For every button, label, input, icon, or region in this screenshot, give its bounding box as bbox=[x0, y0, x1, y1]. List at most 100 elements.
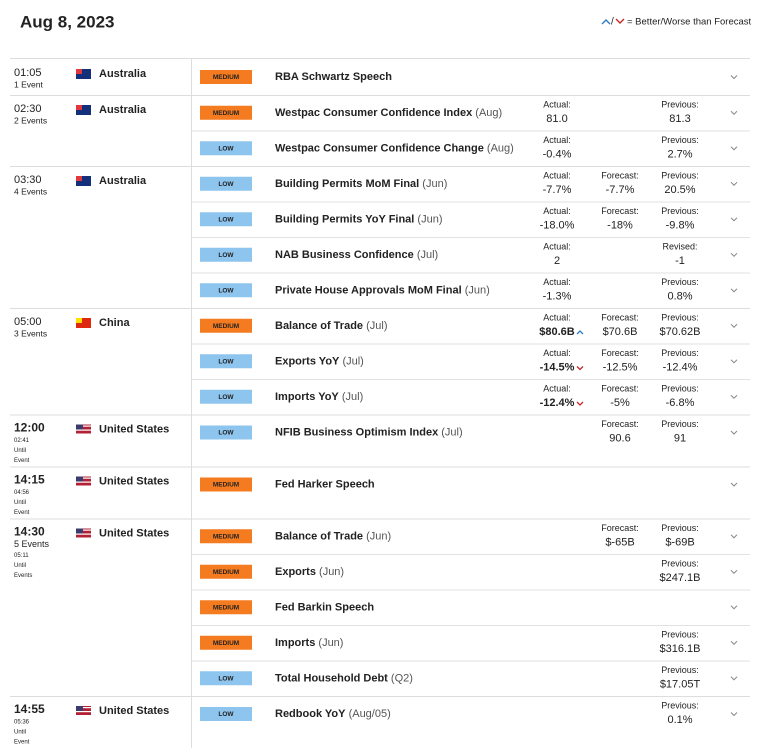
previous-value: $316.1B bbox=[660, 643, 701, 655]
event-title: Exports bbox=[275, 566, 316, 578]
event-row[interactable]: MEDIUM Fed Harker Speech bbox=[200, 477, 738, 492]
event-name: Fed Barkin Speech bbox=[275, 601, 374, 613]
previous-value: $70.62B bbox=[660, 326, 701, 338]
event-row[interactable]: LOW NAB Business Confidence (Jul) Actual: 2… bbox=[191, 237, 750, 267]
impact-badge bbox=[200, 176, 252, 191]
date-title: Aug 8, 2023 bbox=[20, 12, 115, 31]
event-name: Balance of Trade (Jul) bbox=[275, 320, 388, 332]
event-row[interactable]: MEDIUM Balance of Trade (Jul) Actual: $80.6… bbox=[200, 312, 738, 338]
flag-stripe bbox=[76, 707, 91, 709]
country: Australia bbox=[99, 104, 147, 116]
impact-badge bbox=[200, 707, 252, 721]
impact-badge bbox=[200, 105, 252, 120]
event-row[interactable]: LOW Imports YoY (Jul) Actual: -12.4% Forecas… bbox=[191, 379, 750, 409]
previous-value: $-69B bbox=[665, 536, 694, 548]
actual-value: -7.7% bbox=[543, 184, 572, 196]
previous-label: Previous: bbox=[661, 99, 699, 109]
event-title: Balance of Trade bbox=[275, 530, 363, 542]
event-period: (Jul) bbox=[342, 355, 363, 367]
forecast-value: -5% bbox=[610, 397, 630, 409]
event-row[interactable]: LOW Westpac Consumer Confidence Change (A… bbox=[191, 130, 750, 160]
flag bbox=[76, 476, 91, 487]
impact-badge bbox=[200, 212, 252, 227]
group-sub: Event bbox=[14, 510, 30, 516]
previous-value: 81.3 bbox=[669, 113, 690, 125]
impact-badge bbox=[200, 564, 252, 579]
actual-value: -14.5% bbox=[540, 361, 575, 373]
impact-badge bbox=[200, 600, 252, 615]
event-count: 5 Events bbox=[14, 539, 50, 549]
impact-badge bbox=[200, 318, 252, 333]
country: United States bbox=[99, 423, 169, 435]
actual-label: Actual: bbox=[543, 383, 571, 393]
flag-stripe bbox=[76, 429, 91, 431]
actual-label: Actual: bbox=[543, 312, 571, 322]
event-group: 01:051 Event Australia MEDIUM RBA Schwartz … bbox=[10, 59, 750, 96]
event-name: Total Household Debt (Q2) bbox=[275, 672, 413, 684]
flag bbox=[76, 105, 91, 115]
legend-icons: / bbox=[601, 17, 625, 28]
impact-label: LOW bbox=[218, 358, 234, 365]
actual-label: Actual: bbox=[543, 277, 571, 287]
event-row[interactable]: LOW Building Permits MoM Final (Jun) Actua… bbox=[200, 170, 738, 196]
impact-label: MEDIUM bbox=[213, 482, 239, 489]
previous-label: Previous: bbox=[661, 277, 699, 287]
forecast-value: 90.6 bbox=[609, 432, 630, 444]
previous-label: Previous: bbox=[661, 383, 699, 393]
event-name: Building Permits MoM Final (Jun) bbox=[275, 178, 447, 190]
flag-stripe bbox=[76, 425, 91, 427]
flag-bg bbox=[76, 105, 91, 115]
flag-stripe bbox=[76, 433, 91, 435]
event-row[interactable]: LOW Private House Approvals MoM Final (Ju… bbox=[191, 272, 750, 302]
actual-label: Actual: bbox=[543, 99, 571, 109]
event-title: NAB Business Confidence bbox=[275, 249, 414, 261]
expand-chevron bbox=[730, 252, 738, 257]
flag-stripe bbox=[76, 533, 91, 535]
flag bbox=[76, 318, 91, 328]
expand-chevron bbox=[730, 394, 738, 399]
event-row[interactable]: MEDIUM Imports (Jun) Previous: $316.1B bbox=[191, 625, 750, 655]
event-title: RBA Schwartz Speech bbox=[275, 71, 392, 83]
event-row[interactable]: LOW Redbook YoY (Aug/05) Previous: 0.1% bbox=[200, 700, 738, 726]
forecast-value: -12.5% bbox=[603, 361, 638, 373]
event-title: NFIB Business Optimism Index bbox=[275, 426, 439, 438]
event-group: 02:302 Events Australia MEDIUM Westpac Cons… bbox=[10, 95, 750, 167]
event-row[interactable]: LOW NFIB Business Optimism Index (Jul) For… bbox=[200, 419, 738, 445]
group-sub: 04:56 bbox=[14, 490, 30, 496]
event-row[interactable]: LOW Exports YoY (Jul) Actual: -14.5% Forecas… bbox=[191, 343, 750, 373]
event-row[interactable]: MEDIUM Fed Barkin Speech bbox=[191, 589, 750, 615]
actual-label: Actual: bbox=[543, 241, 571, 251]
event-period: (Jul) bbox=[441, 426, 462, 438]
previous-value: 91 bbox=[674, 432, 686, 444]
country: China bbox=[99, 317, 130, 329]
previous-value: -1 bbox=[675, 255, 685, 267]
event-row[interactable]: MEDIUM Balance of Trade (Jun) Forecast: $-6… bbox=[200, 523, 738, 549]
event-row[interactable]: LOW Building Permits YoY Final (Jun) Actua… bbox=[191, 201, 750, 231]
previous-value: -6.8% bbox=[666, 397, 695, 409]
event-period: (Jun) bbox=[465, 284, 490, 296]
expand-chevron bbox=[730, 534, 738, 539]
flag-detail bbox=[76, 69, 82, 74]
event-name: Imports (Jun) bbox=[275, 637, 343, 649]
event-row[interactable]: LOW Total Household Debt (Q2) Previous: $17… bbox=[191, 660, 750, 690]
flag-stripe bbox=[76, 715, 91, 717]
flag-detail bbox=[76, 105, 82, 110]
impact-label: MEDIUM bbox=[213, 110, 239, 117]
flag-detail bbox=[76, 318, 82, 323]
forecast-value: $70.6B bbox=[603, 326, 638, 338]
expand-chevron bbox=[730, 217, 738, 222]
impact-label: MEDIUM bbox=[213, 604, 239, 611]
group-sub: Until bbox=[14, 730, 26, 736]
event-row[interactable]: MEDIUM Westpac Consumer Confidence Index … bbox=[200, 99, 738, 125]
event-row[interactable]: MEDIUM Exports (Jun) Previous: $247.1B bbox=[191, 554, 750, 584]
impact-label: MEDIUM bbox=[213, 569, 239, 576]
expand-chevron bbox=[730, 359, 738, 364]
forecast-value: $-65B bbox=[605, 536, 634, 548]
impact-label: LOW bbox=[218, 430, 234, 437]
previous-label: Previous: bbox=[661, 419, 699, 429]
time: 05:00 bbox=[14, 316, 42, 328]
impact-label: LOW bbox=[218, 216, 234, 223]
event-row[interactable]: MEDIUM RBA Schwartz Speech bbox=[200, 70, 738, 84]
time: 14:30 bbox=[14, 525, 45, 539]
